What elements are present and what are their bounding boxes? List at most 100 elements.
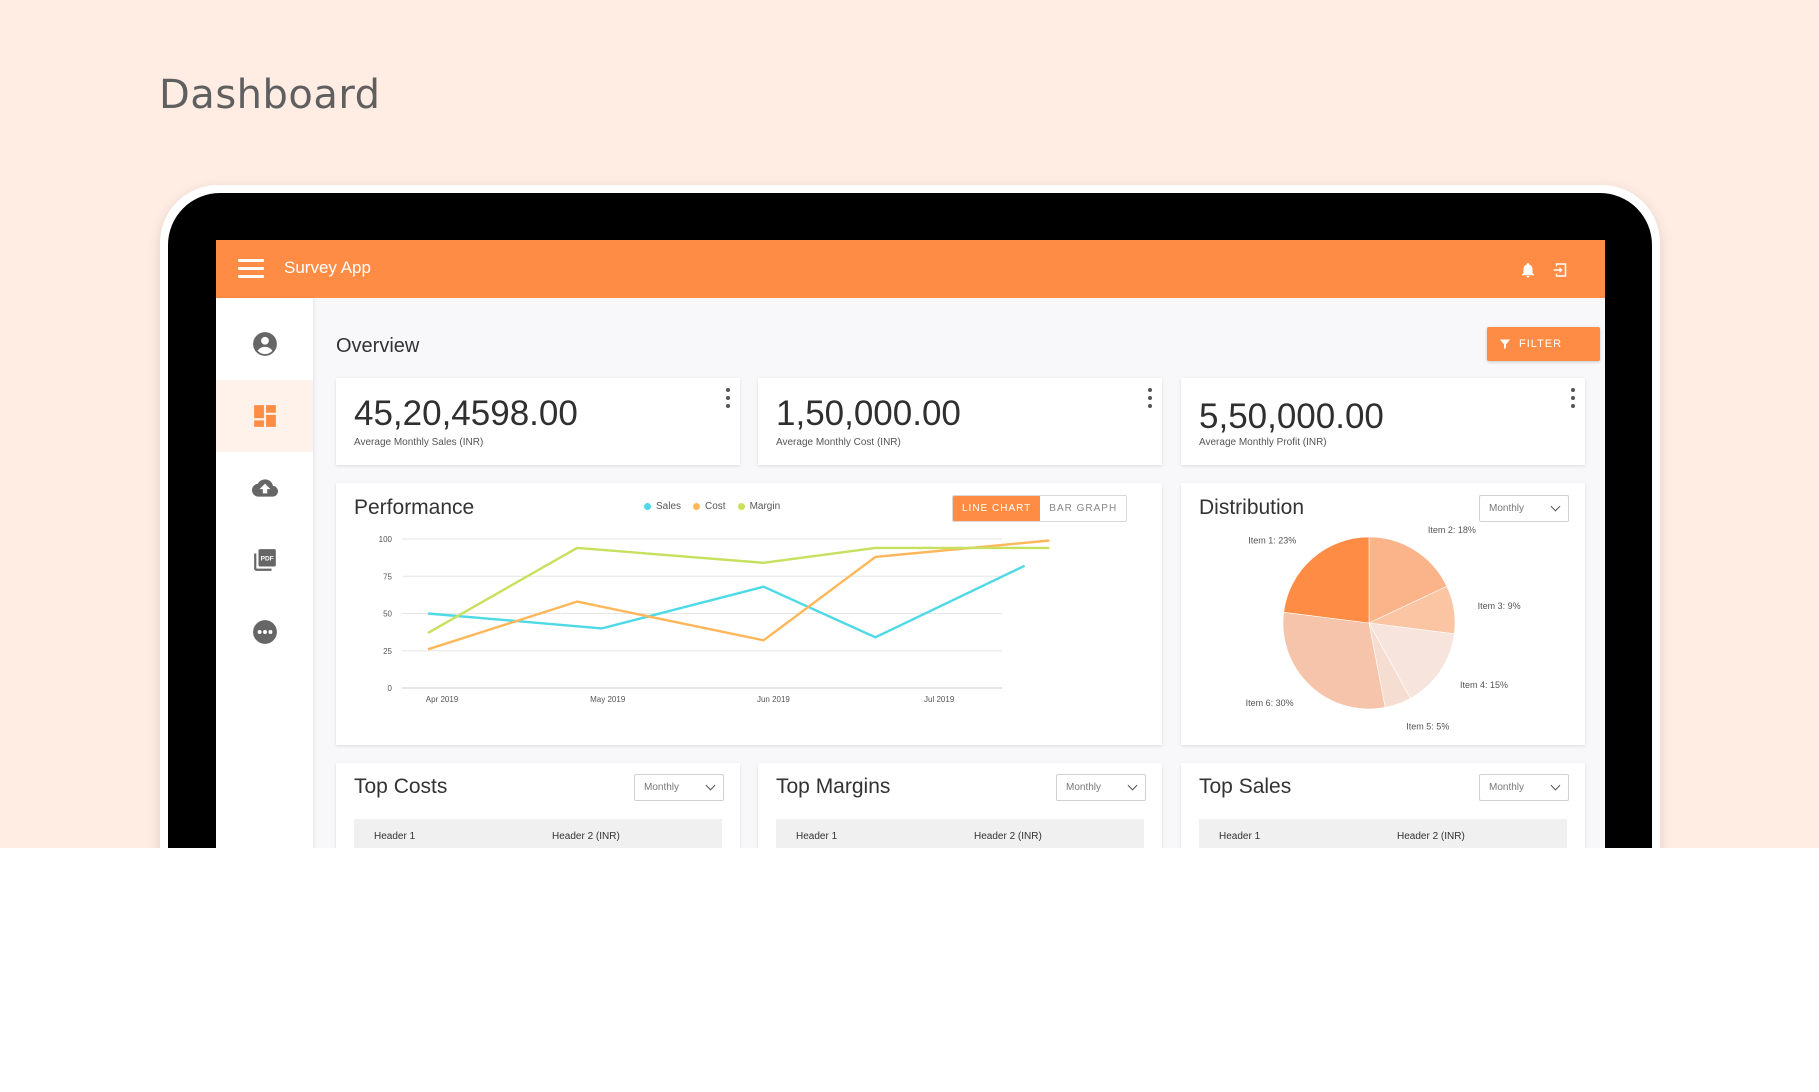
sidebar-item-more[interactable]: [216, 596, 313, 668]
filter-button[interactable]: FILTER: [1487, 327, 1600, 361]
series-line-cost: [427, 539, 1050, 651]
column-header[interactable]: Header 2 (INR): [974, 831, 1042, 842]
more-vert-icon[interactable]: [1571, 388, 1575, 408]
x-tick-label: May 2019: [590, 695, 626, 704]
y-tick-label: 50: [383, 610, 392, 619]
series-line-sales: [427, 564, 1026, 639]
legend-dot: [737, 503, 745, 510]
series-line-margin: [427, 546, 1050, 634]
top-margins-period-select[interactable]: Monthly: [1056, 774, 1146, 801]
pie-label: Item 4: 15%: [1460, 680, 1508, 690]
bar-graph-toggle[interactable]: BAR GRAPH: [1040, 496, 1127, 521]
stat-card-sales: 45,20,4598.00 Average Monthly Sales (INR…: [336, 378, 740, 465]
top-sales-title: Top Sales: [1199, 775, 1292, 798]
distribution-title: Distribution: [1199, 496, 1305, 519]
sidebar-item-pdf[interactable]: PDF: [216, 524, 313, 596]
stat-card-cost: 1,50,000.00 Average Monthly Cost (INR): [758, 378, 1162, 465]
pie-label: Item 5: 5%: [1406, 722, 1449, 732]
overview-title: Overview: [336, 335, 420, 357]
column-header[interactable]: Header 1: [796, 831, 838, 842]
pdf-icon: PDF: [253, 549, 276, 571]
distribution-period-select[interactable]: Monthly: [1479, 495, 1569, 522]
pie-slice-item-6: [1282, 611, 1386, 710]
filter-icon: [1500, 339, 1510, 349]
sidebar: PDF: [216, 298, 313, 848]
page-bottom-area: [0, 848, 1819, 1092]
column-header[interactable]: Header 2 (INR): [1397, 831, 1465, 842]
top-costs-card: Top Costs Monthly Header 1 Header 2 (INR…: [336, 763, 740, 848]
pie-label: Item 3: 9%: [1478, 601, 1521, 611]
more-vert-icon[interactable]: [1148, 388, 1152, 408]
legend-item-sales: Sales: [644, 501, 681, 512]
y-tick-label: 25: [383, 647, 392, 656]
distribution-card: Distribution Monthly Item 2: 18% Item 3: …: [1181, 483, 1585, 745]
pie-slice-item-4: [1368, 622, 1455, 699]
stat-label: Average Monthly Sales (INR): [354, 437, 484, 448]
top-margins-title: Top Margins: [776, 775, 891, 798]
performance-line-chart: 0 25 50 75 100 Apr 2019 May 2019 Jun 2019 Jul 20…: [379, 535, 1050, 704]
more-vert-icon[interactable]: [726, 388, 730, 408]
stat-value: 5,50,000.00: [1199, 397, 1384, 436]
page-title: Dashboard: [159, 72, 381, 118]
dashboard-icon: [253, 405, 276, 427]
top-sales-card: Top Sales Monthly Header 1 Header 2 (INR…: [1181, 763, 1585, 848]
chart-type-toggle: LINE CHART BAR GRAPH: [952, 495, 1128, 522]
y-tick-label: 75: [383, 572, 392, 581]
chevron-down-icon: [705, 780, 716, 791]
table-header: Header 1 Header 2 (INR): [776, 819, 1144, 848]
column-header[interactable]: Header 2 (INR): [552, 831, 620, 842]
stat-label: Average Monthly Profit (INR): [1199, 437, 1327, 448]
legend-item-cost: Cost: [693, 501, 726, 512]
filter-label: FILTER: [1519, 338, 1563, 350]
x-tick-label: Apr 2019: [426, 695, 459, 704]
pie-label: Item 2: 18%: [1428, 525, 1476, 535]
select-value: Monthly: [1489, 503, 1525, 514]
y-tick-label: 0: [388, 684, 393, 693]
line-chart-toggle[interactable]: LINE CHART: [953, 496, 1041, 521]
page-background: Dashboard Survey App PDF: [0, 0, 1819, 848]
pie-label: Item 1: 23%: [1248, 536, 1296, 546]
table-header: Header 1 Header 2 (INR): [1199, 819, 1567, 848]
chevron-down-icon: [1127, 780, 1138, 791]
account-icon: [252, 332, 277, 356]
app-name: Survey App: [284, 258, 371, 277]
x-tick-label: Jul 2019: [924, 695, 955, 704]
performance-card: Performance Sales Cost Margin LINE CHART…: [336, 483, 1162, 745]
app-bar: Survey App: [216, 240, 1605, 298]
bell-icon[interactable]: [1519, 260, 1537, 280]
legend-label: Cost: [705, 501, 726, 512]
pie-label: Item 6: 30%: [1246, 698, 1294, 708]
chart-legend: Sales Cost Margin: [644, 501, 780, 512]
y-tick-label: 100: [379, 535, 393, 544]
legend-dot: [693, 503, 701, 510]
stat-card-profit: 5,50,000.00 Average Monthly Profit (INR): [1181, 378, 1585, 465]
column-header[interactable]: Header 1: [1219, 831, 1261, 842]
select-value: Monthly: [644, 782, 680, 793]
legend-label: Margin: [749, 501, 781, 512]
column-header[interactable]: Header 1: [374, 831, 416, 842]
chevron-down-icon: [1550, 780, 1561, 791]
more-horizontal-icon: [252, 620, 277, 644]
stat-value: 45,20,4598.00: [354, 394, 578, 433]
menu-icon[interactable]: [238, 259, 264, 279]
performance-title: Performance: [354, 496, 475, 519]
top-costs-period-select[interactable]: Monthly: [634, 774, 724, 801]
sidebar-item-dashboard[interactable]: [216, 380, 313, 452]
legend-label: Sales: [656, 501, 682, 512]
distribution-pie-chart: Item 2: 18% Item 3: 9% Item 4: 15% Item 5: …: [1246, 525, 1521, 732]
stat-label: Average Monthly Cost (INR): [776, 437, 901, 448]
top-sales-period-select[interactable]: Monthly: [1479, 774, 1569, 801]
top-margins-card: Top Margins Monthly Header 1 Header 2 (I…: [758, 763, 1162, 848]
table-header: Header 1 Header 2 (INR): [354, 819, 722, 848]
app-screen: Survey App PDF Overview: [216, 240, 1605, 848]
logout-icon[interactable]: [1552, 260, 1570, 280]
legend-item-margin: Margin: [737, 501, 781, 512]
legend-dot: [644, 503, 651, 510]
sidebar-item-upload[interactable]: [216, 452, 313, 524]
x-tick-label: Jun 2019: [757, 695, 790, 704]
sidebar-item-profile[interactable]: [216, 308, 313, 380]
stat-value: 1,50,000.00: [776, 394, 961, 433]
top-costs-title: Top Costs: [354, 775, 448, 798]
pie-slice-item-2: [1368, 536, 1448, 624]
main-content: Overview FILTER 45,20,4598.00 Average Mo…: [313, 298, 1605, 848]
